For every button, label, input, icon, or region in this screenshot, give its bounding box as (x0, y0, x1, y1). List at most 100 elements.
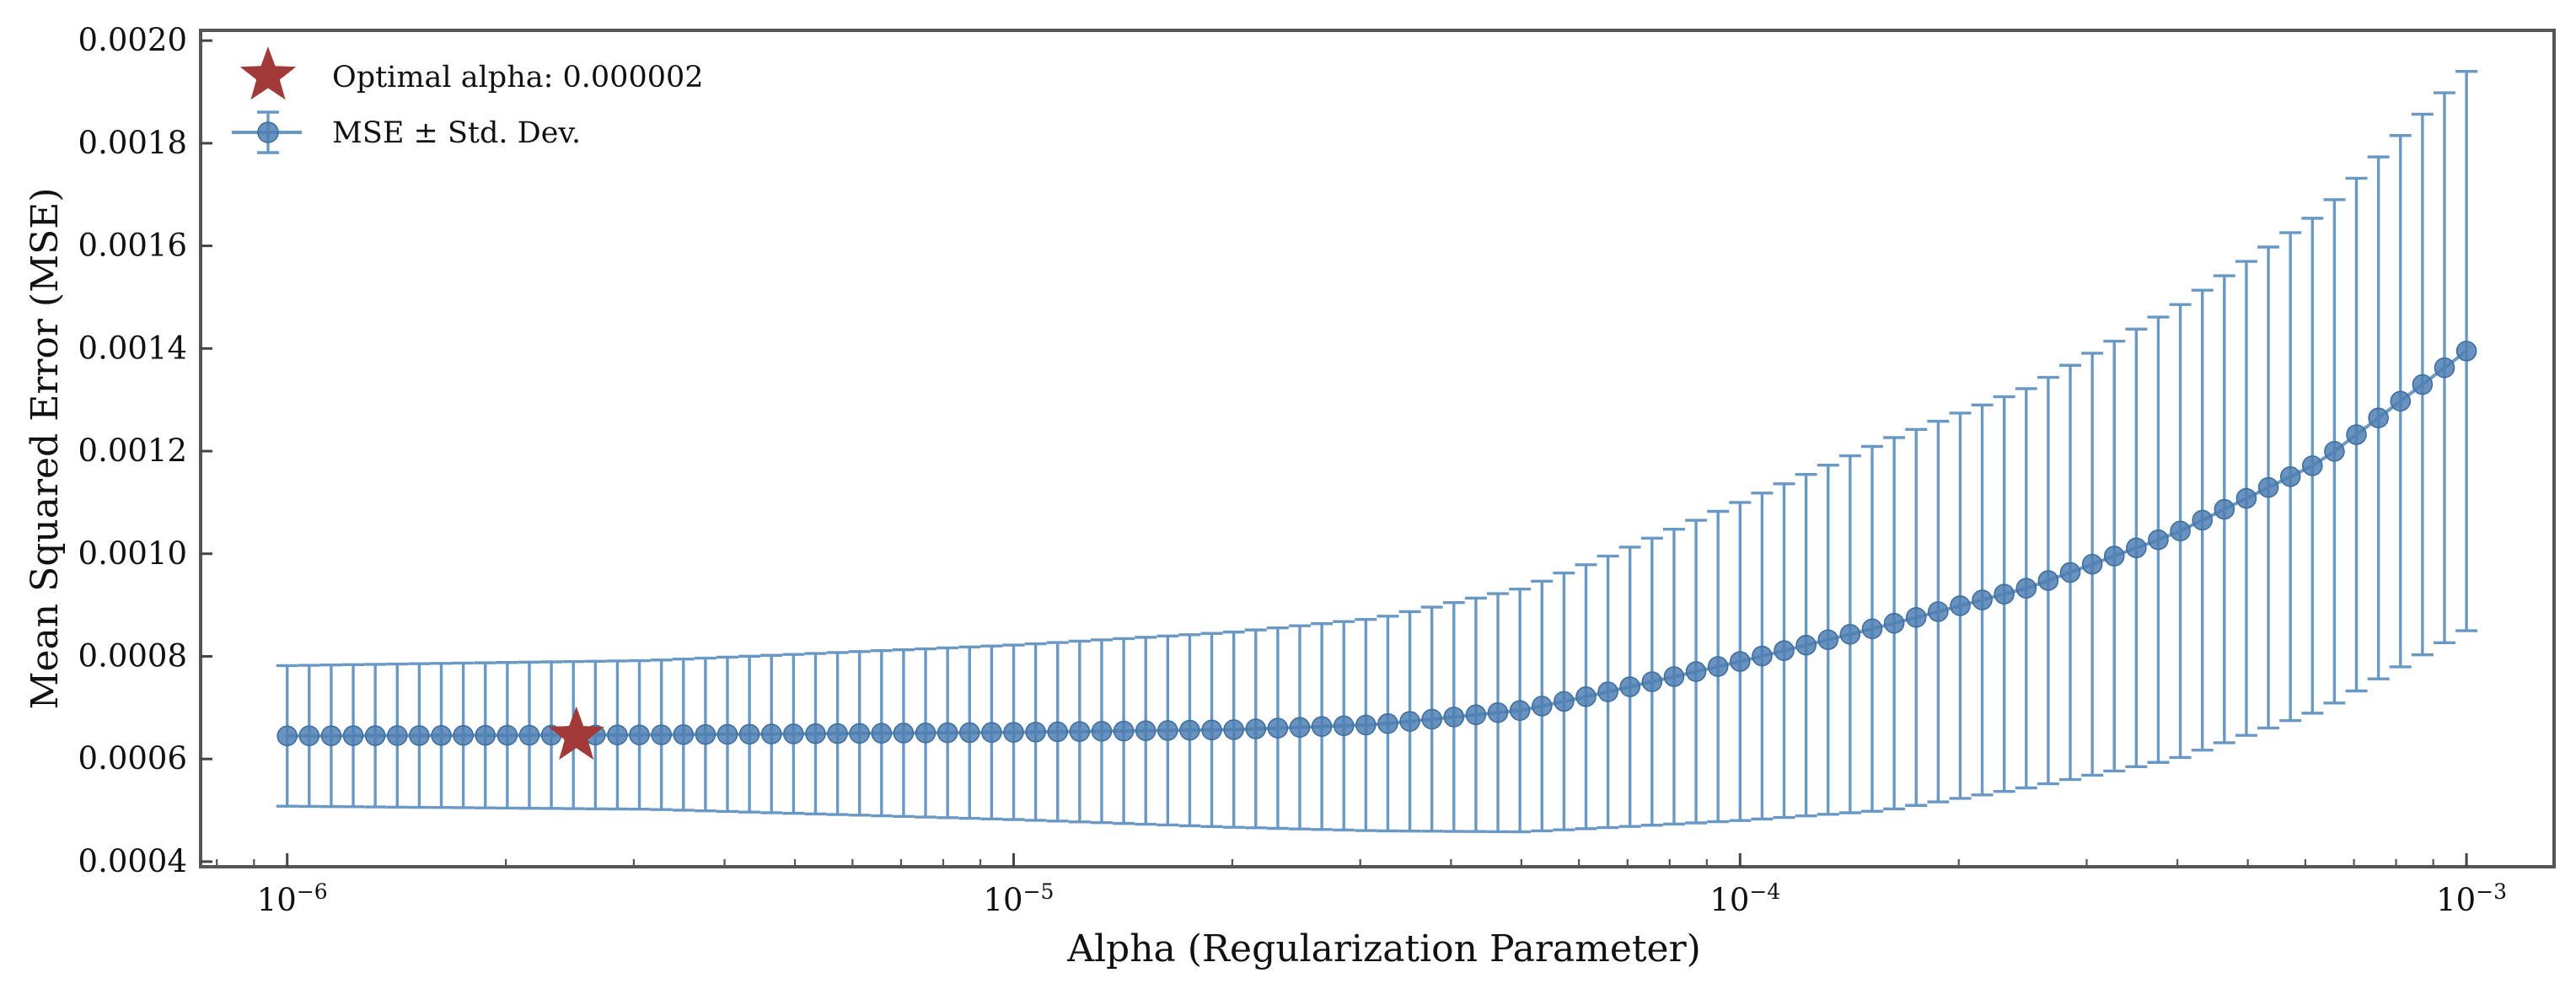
data-point (2059, 562, 2081, 583)
data-point (1289, 717, 1311, 738)
data-point (2455, 341, 2477, 362)
data-point (1179, 719, 1200, 741)
data-point (1795, 634, 1817, 656)
data-point (1752, 645, 1773, 667)
data-point (431, 724, 452, 746)
data-point (1047, 721, 1069, 743)
data-point (2192, 509, 2214, 531)
data-point (1355, 714, 1377, 736)
data-point (2103, 546, 2125, 567)
data-point (1069, 721, 1091, 742)
data-point (1861, 618, 1883, 640)
data-point (1201, 719, 1222, 741)
data-point (915, 722, 936, 744)
x-axis-ticks: 10−6 10−5 10−4 10−3 (216, 853, 2507, 918)
y-tick-label: 0.0008 (78, 637, 187, 674)
y-tick-label: 0.0006 (78, 740, 187, 777)
data-point (1025, 721, 1046, 743)
x-tick-label: 10−4 (1709, 879, 1780, 918)
data-point (607, 724, 628, 746)
data-point (2037, 570, 2059, 591)
data-point (1619, 676, 1641, 697)
data-point (2412, 374, 2434, 395)
data-point (1157, 720, 1178, 741)
data-point (738, 723, 760, 745)
legend-marker (257, 121, 279, 143)
data-point (342, 725, 364, 746)
data-point (518, 724, 540, 746)
data-point (364, 725, 386, 746)
data-point (1135, 720, 1157, 742)
x-tick-label: 10−3 (2436, 879, 2507, 918)
data-point (1003, 722, 1024, 743)
data-point (1311, 716, 1333, 738)
data-point (1774, 640, 1795, 661)
y-tick-label: 0.0012 (78, 433, 187, 469)
data-point (1267, 718, 1289, 739)
data-point (1421, 708, 1442, 730)
data-point (386, 725, 408, 746)
data-point (276, 725, 298, 747)
data-point (453, 724, 474, 746)
data-point (958, 722, 980, 744)
x-tick-label: 10−5 (984, 879, 1055, 918)
data-point (409, 725, 430, 746)
data-point (1223, 719, 1244, 740)
mse-series-line (287, 349, 2468, 738)
data-point (2368, 407, 2389, 428)
data-point (1839, 623, 1861, 645)
x-axis-label: Alpha (Regularization Parameter) (1066, 927, 1701, 970)
data-point (1531, 696, 1553, 717)
data-point (1685, 661, 1707, 682)
data-point (760, 723, 782, 744)
data-point (1465, 704, 1487, 726)
data-point (496, 724, 518, 746)
y-axis-label: Mean Squared Error (MSE) (24, 187, 67, 709)
legend-star-icon (239, 46, 297, 100)
legend-series-label: MSE ± Std. Dev. (332, 116, 581, 150)
optimal-alpha-star (548, 706, 604, 761)
plot-frame (199, 29, 2556, 868)
legend: Optimal alpha: 0.000002 MSE ± Std. Dev. (232, 46, 704, 154)
data-point (2324, 441, 2345, 462)
data-point (1443, 707, 1465, 728)
data-point (1245, 718, 1267, 739)
data-point (716, 723, 738, 745)
data-point (1113, 720, 1135, 742)
data-point (1554, 691, 1575, 712)
mse-markers (276, 341, 2477, 747)
data-point (629, 724, 650, 745)
y-tick-label: 0.0018 (78, 125, 187, 161)
data-point (298, 725, 320, 747)
data-point (2346, 424, 2367, 445)
data-point (1905, 606, 1927, 628)
data-point (871, 723, 893, 744)
data-point (827, 723, 848, 744)
data-point (1377, 712, 1398, 734)
data-point (2015, 578, 2037, 599)
data-point (1972, 589, 1993, 610)
data-point (320, 725, 342, 746)
data-point (651, 724, 672, 745)
data-point (1641, 671, 1663, 692)
data-point (1883, 612, 1905, 634)
data-point (2434, 357, 2455, 379)
data-point (2257, 476, 2279, 498)
data-point (1333, 715, 1355, 737)
data-point (2279, 465, 2301, 487)
x-tick-label: 10−6 (257, 879, 328, 918)
data-point (475, 724, 496, 746)
data-point (2081, 553, 2103, 575)
data-point (695, 723, 716, 745)
data-point (1994, 583, 2015, 605)
data-point (2390, 390, 2412, 412)
data-point (2301, 455, 2323, 476)
data-point (1729, 651, 1751, 672)
data-point (1817, 629, 1839, 651)
y-tick-label: 0.0016 (78, 228, 187, 264)
y-tick-label: 0.0020 (78, 22, 187, 58)
data-point (936, 722, 958, 744)
data-point (2126, 537, 2147, 559)
data-point (2235, 487, 2257, 509)
